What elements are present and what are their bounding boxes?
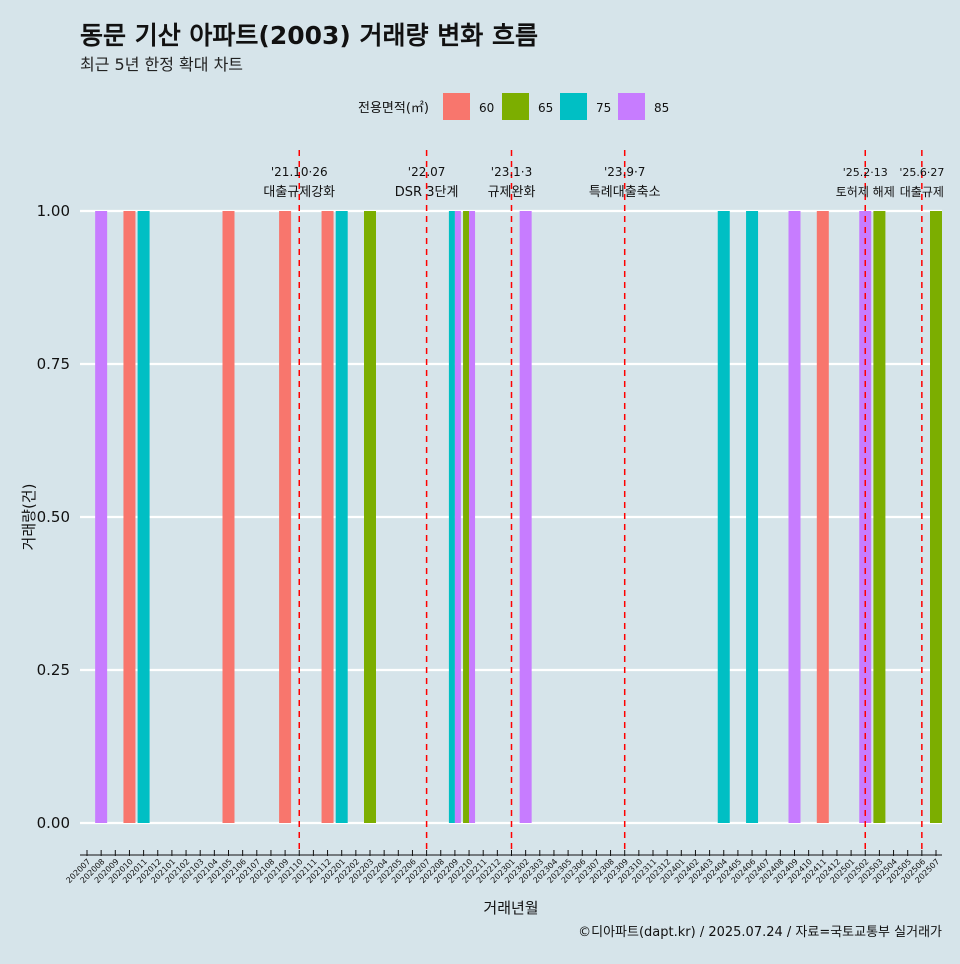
bar-202404-75 bbox=[717, 211, 730, 823]
legend-label-60: 60 bbox=[479, 101, 494, 115]
bar-202209-75 bbox=[448, 211, 455, 823]
y-axis-label: 거래량(건) bbox=[20, 484, 38, 551]
bar-202008-85 bbox=[95, 211, 108, 823]
event-date: '23.9·7 bbox=[604, 165, 645, 179]
y-tick-label: 0.00 bbox=[37, 814, 70, 832]
legend-title: 전용면적(㎡) bbox=[358, 101, 429, 116]
bar-202203-65 bbox=[364, 211, 376, 823]
bar-202210-65 bbox=[463, 211, 470, 823]
legend-label-75: 75 bbox=[596, 101, 611, 115]
event-date: '21.10·26 bbox=[271, 165, 328, 179]
legend-label-65: 65 bbox=[538, 101, 553, 115]
legend-label-85: 85 bbox=[654, 101, 669, 115]
y-axis: 0.00 0.25 0.50 0.75 1.00 bbox=[37, 202, 70, 832]
bar-202011-75 bbox=[137, 211, 150, 823]
chart-subtitle: 최근 5년 한정 확대 차트 bbox=[80, 55, 243, 74]
y-tick-label: 0.25 bbox=[37, 661, 70, 679]
y-tick-label: 1.00 bbox=[37, 202, 70, 220]
bar-202503-65 bbox=[873, 211, 886, 823]
bars bbox=[95, 211, 942, 823]
x-axis-label: 거래년월 bbox=[483, 899, 538, 917]
legend-swatch-65 bbox=[502, 93, 529, 120]
legend-swatch-85 bbox=[618, 93, 645, 120]
y-tick-label: 0.50 bbox=[37, 508, 70, 526]
event-label: 대출규제강화 bbox=[263, 185, 335, 200]
bar-202302-85 bbox=[519, 211, 532, 823]
event-markers: '21.10·26 대출규제강화 '22.07 DSR 3단계 '23.1·3 규제완화 '… bbox=[263, 150, 944, 852]
bar-202109-60 bbox=[279, 211, 292, 823]
legend-swatch-60 bbox=[443, 93, 470, 120]
bar-202411-60 bbox=[816, 211, 829, 823]
bar-202210-85 bbox=[469, 211, 476, 823]
chart-caption: ©디아파트(dapt.kr) / 2025.07.24 / 자료=국토교통부 실… bbox=[578, 925, 942, 940]
chart-title: 동문 기산 아파트(2003) 거래량 변화 흐름 bbox=[80, 21, 538, 50]
legend: 전용면적(㎡) 60 65 75 85 bbox=[358, 93, 669, 120]
legend-swatch-75 bbox=[560, 93, 587, 120]
event-label: 규제완화 bbox=[488, 185, 536, 200]
bar-202201-75 bbox=[335, 211, 348, 823]
bar-202112-60 bbox=[321, 211, 334, 823]
event-date: '23.1·3 bbox=[491, 165, 532, 179]
event-label: 토허제 해제 bbox=[836, 185, 895, 199]
bar-202409-85 bbox=[788, 211, 801, 823]
bar-202209-85 bbox=[454, 211, 461, 823]
bar-202507-65 bbox=[930, 211, 942, 823]
event-label: DSR 3단계 bbox=[395, 185, 459, 200]
y-tick-label: 0.75 bbox=[37, 355, 70, 373]
bar-202010-60 bbox=[123, 211, 136, 823]
event-label: 대출규제 bbox=[900, 185, 944, 199]
event-date: '22.07 bbox=[408, 165, 446, 179]
event-date: '25.6·27 bbox=[899, 166, 944, 179]
event-label: 특례대출축소 bbox=[589, 185, 661, 200]
bar-202105-60 bbox=[222, 211, 235, 823]
bar-202406-75 bbox=[746, 211, 759, 823]
event-date: '25.2·13 bbox=[843, 166, 888, 179]
x-axis: 2020072020082020092020102020112020122021… bbox=[64, 850, 942, 885]
